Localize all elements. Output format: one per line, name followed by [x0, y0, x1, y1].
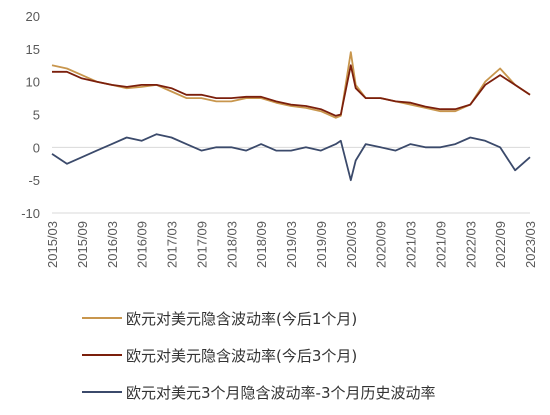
- x-tick-label: 2022/03: [463, 221, 478, 268]
- x-tick-label: 2019/03: [284, 221, 299, 268]
- x-tick-label: 2019/09: [314, 221, 329, 268]
- y-tick-label: 20: [26, 9, 40, 24]
- x-tick-label: 2018/03: [224, 221, 239, 268]
- y-tick-label: -10: [21, 206, 40, 221]
- x-tick-label: 2017/03: [165, 221, 180, 268]
- x-tick-label: 2021/03: [404, 221, 419, 268]
- legend-item-3m: 欧元对美元隐含波动率(今后3个月): [82, 343, 357, 367]
- legend-label-spread: 欧元对美元3个月隐含波动率-3个月历史波动率: [126, 383, 436, 402]
- y-tick-label: -5: [28, 173, 40, 188]
- y-tick-label: 5: [33, 108, 40, 123]
- chart-plot-area: 20 15 10 5 0 -5 -10 2015/03 2015/09 2016/03 2016/…: [21, 9, 538, 268]
- x-axis-ticks: 2015/03 2015/09 2016/03 2016/09 2017/03 2017/…: [45, 221, 538, 268]
- y-axis-ticks: 20 15 10 5 0 -5 -10: [21, 9, 40, 221]
- legend: 欧元对美元隐含波动率(今后1个月) 欧元对美元隐含波动率(今后3个月) 欧元对美…: [0, 300, 550, 415]
- x-tick-label: 2016/09: [135, 221, 150, 268]
- y-tick-label: 0: [33, 140, 40, 155]
- series-line-1: [51, 51, 531, 119]
- x-tick-label: 2015/03: [45, 221, 60, 268]
- legend-item-1m: 欧元对美元隐含波动率(今后1个月): [82, 306, 357, 330]
- legend-swatch-spread: [82, 391, 122, 393]
- series-line-2: [52, 64, 531, 117]
- x-tick-label: 2023/03: [523, 221, 538, 268]
- x-tick-label: 2015/09: [75, 221, 90, 268]
- legend-label-3m: 欧元对美元隐含波动率(今后3个月): [126, 346, 358, 365]
- y-tick-label: 10: [26, 75, 40, 90]
- x-tick-label: 2020/09: [374, 221, 389, 268]
- x-tick-label: 2022/09: [493, 221, 508, 268]
- legend-item-spread: 欧元对美元3个月隐含波动率-3个月历史波动率: [82, 380, 436, 404]
- y-tick-label: 15: [26, 42, 40, 57]
- x-tick-label: 2016/03: [105, 221, 120, 268]
- x-tick-label: 2018/09: [254, 221, 269, 268]
- legend-swatch-1m: [82, 317, 122, 319]
- series-line-3: [51, 133, 531, 182]
- legend-swatch-3m: [82, 354, 122, 356]
- legend-label-1m: 欧元对美元隐含波动率(今后1个月): [126, 309, 358, 328]
- x-tick-label: 2021/09: [433, 221, 448, 268]
- x-tick-label: 2017/09: [194, 221, 209, 268]
- series-lines: [51, 51, 531, 182]
- x-tick-label: 2020/03: [344, 221, 359, 268]
